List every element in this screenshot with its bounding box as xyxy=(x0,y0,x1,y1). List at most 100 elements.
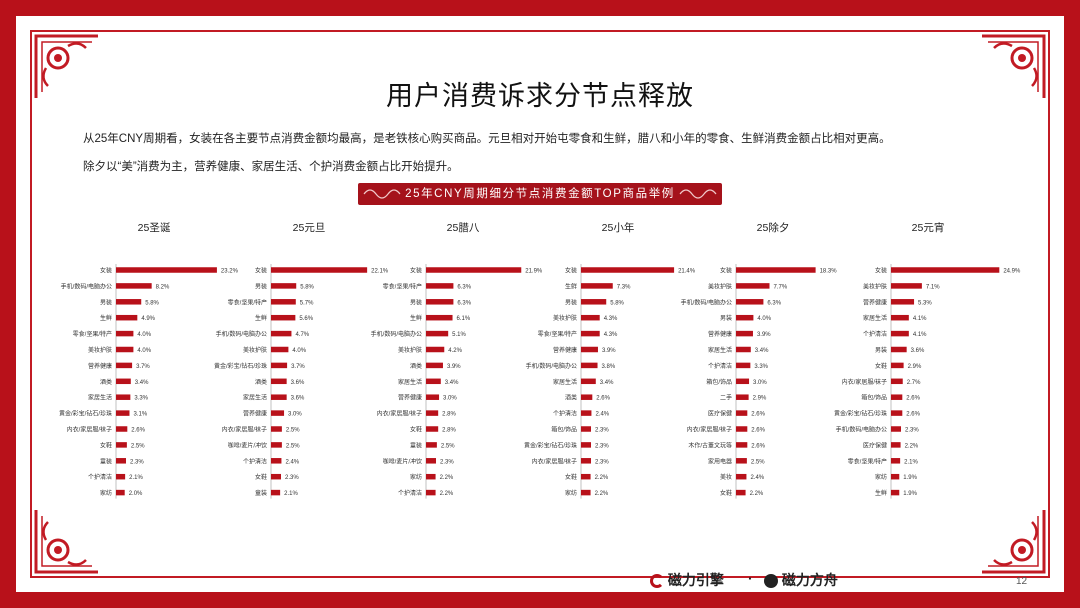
category-label: 手机/数码/电脑办公 xyxy=(836,426,887,434)
bar xyxy=(736,330,753,337)
bar xyxy=(581,458,592,464)
page-title: 用户消费诉求分节点释放 xyxy=(386,81,694,111)
value-label: 4.9% xyxy=(141,316,155,322)
value-label: 3.3% xyxy=(134,396,148,402)
category-label: 生鲜 xyxy=(100,314,112,322)
value-label: 3.7% xyxy=(136,364,150,370)
bar xyxy=(116,426,128,432)
footer-logo-1-text: 磁力引擎 xyxy=(667,572,724,588)
bar xyxy=(271,283,297,289)
category-label: 酒类 xyxy=(100,378,112,386)
value-label: 21.4% xyxy=(678,269,696,275)
bar xyxy=(271,267,368,273)
value-label: 4.3% xyxy=(604,332,618,338)
category-label: 童装 xyxy=(100,457,112,465)
category-label: 家纺 xyxy=(565,489,577,497)
value-label: 3.9% xyxy=(602,348,616,354)
bar xyxy=(426,346,445,353)
value-label: 3.6% xyxy=(291,380,305,386)
category-label: 内衣/家居服/袜子 xyxy=(532,457,577,465)
bar xyxy=(581,473,591,480)
category-label: 内衣/家居服/袜子 xyxy=(842,378,887,386)
corner-ornament-top-left-icon xyxy=(34,34,98,98)
category-label: 美妆 xyxy=(720,473,732,481)
bar xyxy=(891,410,903,416)
value-label: 24.9% xyxy=(1003,269,1021,275)
value-label: 2.6% xyxy=(751,412,765,418)
category-label: 营养健康 xyxy=(553,346,577,354)
category-label: 酒类 xyxy=(255,378,267,386)
category-label: 女装 xyxy=(100,267,112,275)
value-label: 2.6% xyxy=(596,396,610,402)
category-label: 医疗保健 xyxy=(708,410,732,418)
category-label: 酒类 xyxy=(410,362,422,370)
category-label: 家居生活 xyxy=(243,394,267,402)
category-label: 家居生活 xyxy=(553,378,577,386)
bar xyxy=(891,346,907,353)
value-label: 2.2% xyxy=(750,491,764,497)
category-label: 手机/数码/电脑办公 xyxy=(526,362,577,370)
category-label: 生鲜 xyxy=(875,489,887,497)
bar xyxy=(736,346,751,353)
bar xyxy=(891,489,900,496)
value-label: 2.4% xyxy=(285,459,299,465)
value-label: 6.3% xyxy=(457,300,471,306)
category-label: 黄金/彩宝/钻石/珍珠 xyxy=(59,410,112,418)
category-label: 箱包/饰品 xyxy=(706,378,732,386)
bar xyxy=(736,473,747,480)
value-label: 5.6% xyxy=(299,316,313,322)
slide-frame xyxy=(16,16,1064,592)
category-label: 家居生活 xyxy=(398,378,422,386)
bar xyxy=(581,442,592,448)
category-label: 女鞋 xyxy=(100,441,112,449)
value-label: 2.3% xyxy=(595,459,609,465)
category-label: 家居生活 xyxy=(88,394,112,402)
value-label: 2.1% xyxy=(284,491,298,497)
category-label: 美妆护肤 xyxy=(398,346,422,354)
bar xyxy=(116,330,134,337)
bar xyxy=(116,473,126,480)
bar xyxy=(736,378,750,385)
value-label: 3.4% xyxy=(445,380,459,386)
category-label: 营养健康 xyxy=(863,298,887,306)
bar xyxy=(271,346,289,353)
value-label: 3.4% xyxy=(135,380,149,386)
bar xyxy=(891,442,901,448)
chart-title: 25元宵 xyxy=(912,221,945,234)
bar xyxy=(426,362,443,369)
value-label: 7.3% xyxy=(617,284,631,290)
value-label: 2.3% xyxy=(595,443,609,449)
bar xyxy=(891,267,1000,273)
category-label: 二手 xyxy=(720,394,732,402)
bar xyxy=(271,299,296,305)
bar xyxy=(891,283,922,289)
category-label: 女鞋 xyxy=(565,473,577,481)
bar xyxy=(271,473,282,480)
bar xyxy=(426,473,436,480)
category-label: 女装 xyxy=(565,267,577,275)
value-label: 3.4% xyxy=(600,380,614,386)
bar xyxy=(581,378,596,385)
category-label: 美妆护肤 xyxy=(553,314,577,322)
category-label: 箱包/饰品 xyxy=(551,426,577,434)
value-label: 4.1% xyxy=(913,316,927,322)
value-label: 2.5% xyxy=(286,428,300,434)
value-label: 6.1% xyxy=(457,316,471,322)
value-label: 3.0% xyxy=(753,380,767,386)
value-label: 2.6% xyxy=(751,443,765,449)
value-label: 4.0% xyxy=(757,316,771,322)
category-label: 零食/坚果/特产 xyxy=(73,330,112,338)
value-label: 2.6% xyxy=(751,428,765,434)
category-label: 家纺 xyxy=(100,489,112,497)
category-label: 营养健康 xyxy=(708,330,732,338)
bar xyxy=(116,378,131,385)
value-label: 2.6% xyxy=(906,412,920,418)
value-label: 2.3% xyxy=(440,459,454,465)
bar xyxy=(116,489,125,496)
value-label: 3.9% xyxy=(447,364,461,370)
category-label: 个护清洁 xyxy=(553,410,577,418)
banner-ornament-left-icon xyxy=(363,189,401,199)
